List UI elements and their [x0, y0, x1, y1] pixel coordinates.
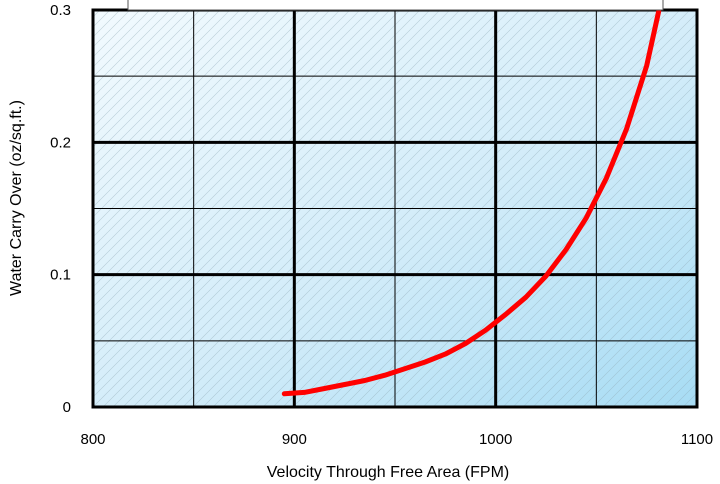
- x-axis-ticks: 800 900 1000 1100: [80, 431, 713, 448]
- grid-lines: [91, 8, 699, 409]
- legend-box: [127, 0, 664, 11]
- x-tick-label-3: 1100: [681, 431, 713, 448]
- y-tick-label-2: 0.2: [50, 134, 71, 151]
- series-layer: [281, 10, 662, 397]
- x-tick-label-1: 900: [282, 431, 307, 448]
- x-tick-label-0: 800: [80, 431, 105, 448]
- y-tick-label-1: 0.1: [50, 267, 71, 284]
- plot-area: [91, 8, 699, 409]
- y-tick-label-3: 0.3: [50, 2, 71, 19]
- y-axis-ticks: 0 0.1 0.2 0.3: [50, 2, 71, 416]
- x-tick-label-2: 1000: [479, 431, 512, 448]
- series-line-0: [281, 10, 662, 397]
- x-axis-label: Velocity Through Free Area (FPM): [267, 464, 509, 481]
- y-tick-label-0: 0: [63, 399, 71, 416]
- y-axis-label: Water Carry Over (oz/sq.ft.): [8, 100, 25, 296]
